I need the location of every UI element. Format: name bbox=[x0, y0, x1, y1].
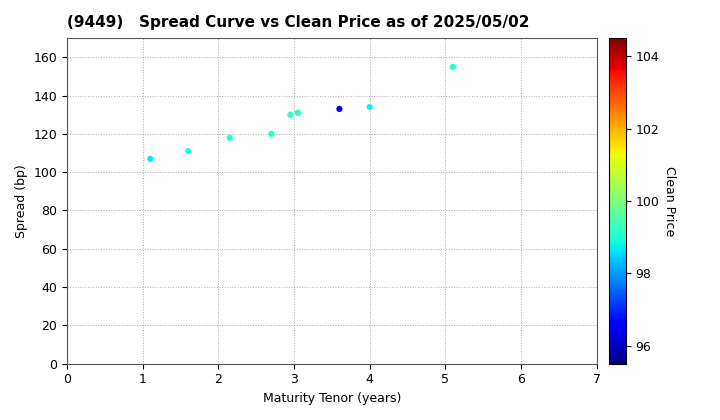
Point bbox=[364, 104, 375, 110]
Point bbox=[266, 131, 277, 137]
X-axis label: Maturity Tenor (years): Maturity Tenor (years) bbox=[263, 392, 401, 405]
Point bbox=[333, 105, 345, 112]
Point bbox=[284, 111, 296, 118]
Point bbox=[292, 110, 304, 116]
Text: (9449)   Spread Curve vs Clean Price as of 2025/05/02: (9449) Spread Curve vs Clean Price as of… bbox=[67, 15, 530, 30]
Y-axis label: Clean Price: Clean Price bbox=[663, 166, 676, 236]
Point bbox=[224, 134, 235, 141]
Y-axis label: Spread (bp): Spread (bp) bbox=[15, 164, 28, 238]
Point bbox=[145, 155, 156, 162]
Point bbox=[182, 148, 194, 155]
Point bbox=[447, 63, 459, 70]
